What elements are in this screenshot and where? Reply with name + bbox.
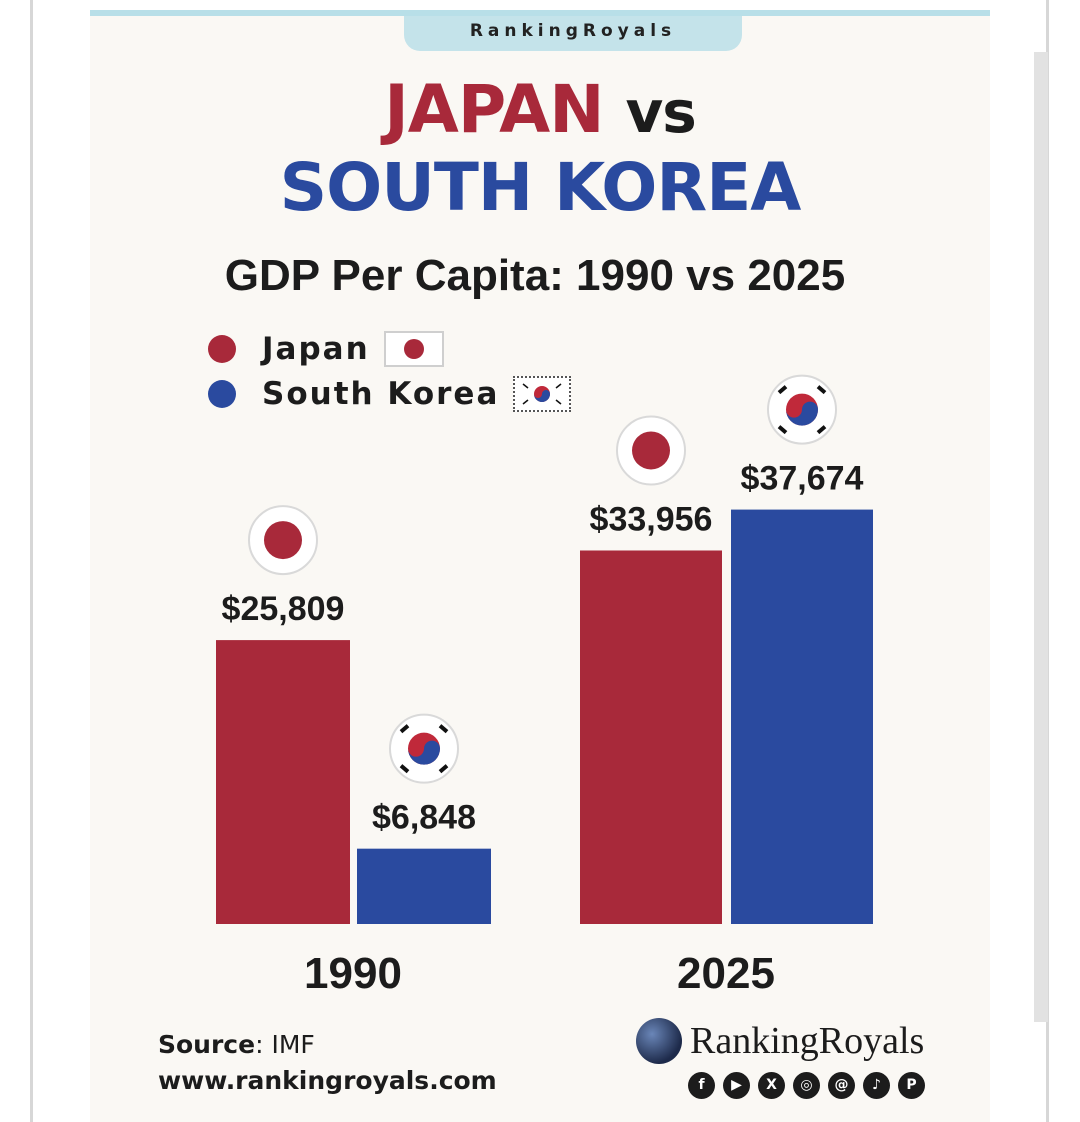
bar-value-label: $37,674 xyxy=(741,460,864,498)
social-icons: f ▶ X ◎ @ ♪ P xyxy=(688,1072,933,1099)
bar-south-korea-2025 xyxy=(731,509,873,924)
bar-japan-2025 xyxy=(580,550,722,924)
source-note: Source: IMF xyxy=(158,1030,315,1059)
south-korea-flag-icon xyxy=(389,713,459,784)
title-line-1: JAPAN vs xyxy=(0,70,1080,152)
brand-logo-text: RankingRoyals xyxy=(690,1020,925,1062)
threads-icon[interactable]: @ xyxy=(828,1072,855,1099)
chart-subtitle: GDP Per Capita: 1990 vs 2025 xyxy=(224,251,846,300)
x-tick-label: 1990 xyxy=(304,949,402,998)
x-icon[interactable]: X xyxy=(758,1072,785,1099)
legend-item-south-korea: South Korea xyxy=(208,376,572,412)
bar-south-korea-1990 xyxy=(357,848,491,924)
globe-logo-icon xyxy=(636,1018,682,1064)
x-tick-label: 2025 xyxy=(677,949,775,998)
title-country-japan: JAPAN xyxy=(384,71,604,148)
japan-flag-icon xyxy=(248,505,318,576)
facebook-icon[interactable]: f xyxy=(688,1072,715,1099)
title-country-south-korea: SOUTH KOREA xyxy=(279,149,802,226)
legend-label-japan: Japan xyxy=(262,331,370,367)
legend-dot-japan xyxy=(208,335,236,363)
instagram-icon[interactable]: ◎ xyxy=(793,1072,820,1099)
source-label: Source xyxy=(158,1030,256,1059)
page-border-left xyxy=(30,0,33,1122)
scrollbar[interactable] xyxy=(1034,52,1048,1022)
brand-logo: RankingRoyals xyxy=(636,1018,924,1064)
bar-value-label: $6,848 xyxy=(372,799,476,837)
south-korea-flag-icon xyxy=(767,374,837,445)
legend-label-south-korea: South Korea xyxy=(262,376,500,412)
bar-japan-1990 xyxy=(216,640,350,924)
south-korea-flag-icon xyxy=(513,376,572,412)
title-vs: vs xyxy=(625,78,696,146)
pinterest-icon[interactable]: P xyxy=(898,1072,925,1099)
bar-value-label: $25,809 xyxy=(222,590,345,628)
brand-tab: RankingRoyals xyxy=(404,16,742,51)
youtube-icon[interactable]: ▶ xyxy=(723,1072,750,1099)
japan-flag-icon xyxy=(616,415,686,486)
legend-dot-south-korea xyxy=(208,380,236,408)
top-accent-line xyxy=(90,10,990,16)
japan-flag-icon xyxy=(383,331,444,367)
tiktok-icon[interactable]: ♪ xyxy=(863,1072,890,1099)
source-value: : IMF xyxy=(255,1030,315,1059)
legend-item-japan: Japan xyxy=(208,331,444,367)
bar-value-label: $33,956 xyxy=(590,500,713,538)
website-link[interactable]: www.rankingroyals.com xyxy=(158,1066,497,1095)
